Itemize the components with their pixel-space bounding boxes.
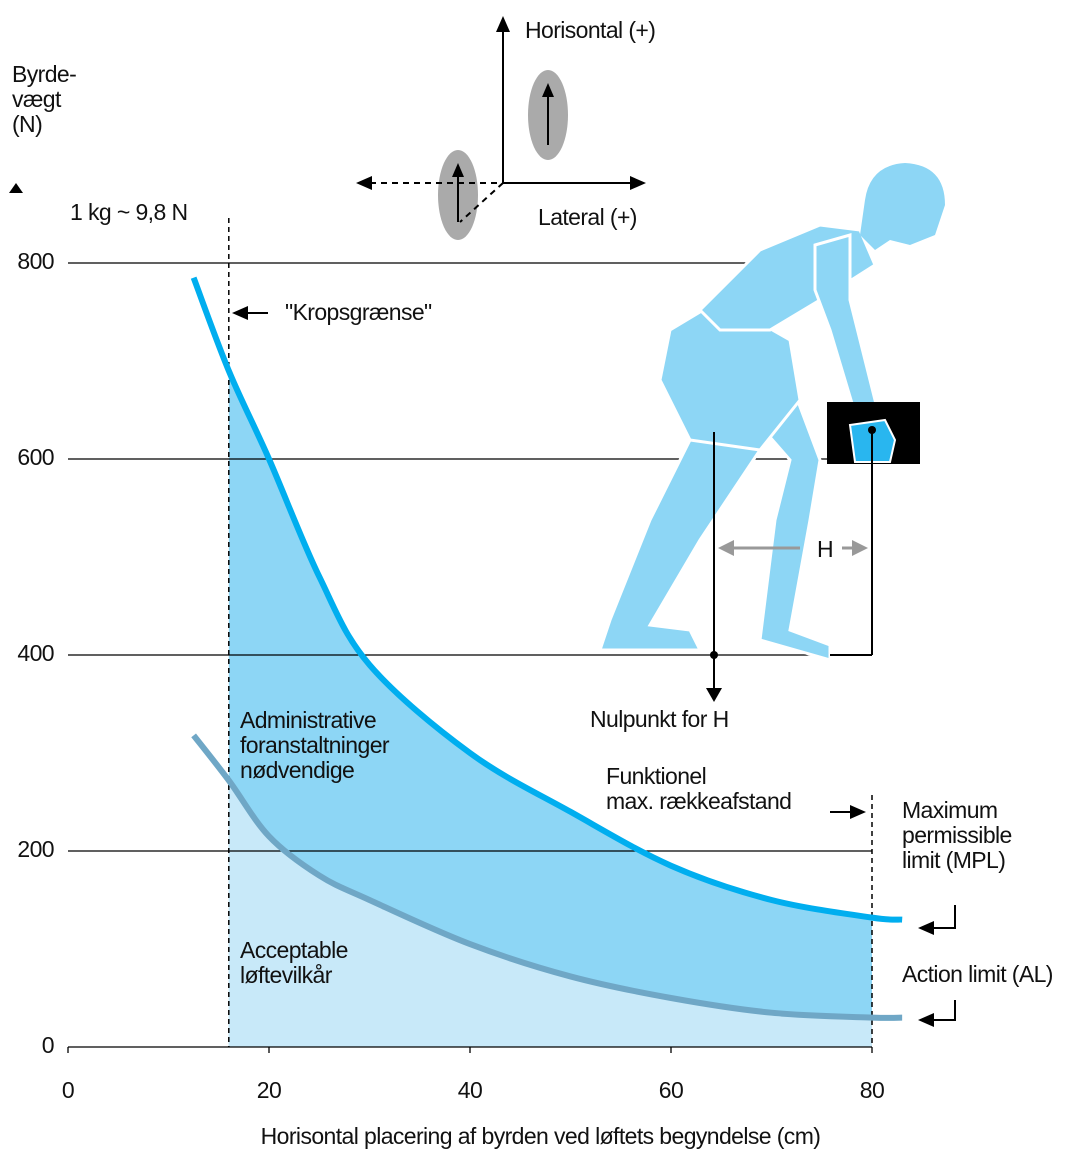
- distance-label: H: [817, 536, 834, 562]
- y-tick-label: 200: [17, 836, 54, 862]
- region-label: Acceptable løftevilkår: [240, 937, 348, 988]
- region-fill: [228, 780, 873, 1047]
- region-label: Administrative foranstaltninger nødvendi…: [240, 707, 390, 783]
- y-axis-label: Byrde- vægt (N): [12, 61, 77, 137]
- person-illustration: [597, 163, 945, 702]
- annotation-arrows: [9, 183, 956, 1027]
- x-tick-label: 0: [62, 1077, 74, 1103]
- origin-label: Nulpunkt for H: [590, 706, 729, 732]
- foot-diagram: [356, 16, 646, 240]
- marker-label: Funktionel max. rækkeafstand: [606, 763, 792, 814]
- y-tick-label: 800: [17, 248, 54, 274]
- y-tick-label: 0: [42, 1032, 54, 1058]
- series-line: [190, 276, 903, 923]
- y-tick-label: 400: [17, 640, 54, 666]
- series-label: Action limit (AL): [902, 961, 1053, 987]
- series-line: [191, 733, 903, 1021]
- series-label: Maximum permissible limit (MPL): [902, 797, 1012, 873]
- y-tick-label: 600: [17, 444, 54, 470]
- x-tick-label: 60: [659, 1077, 683, 1103]
- x-tick-label: 80: [860, 1077, 884, 1103]
- marker-label: "Kropsgrænse": [285, 299, 432, 325]
- x-axis-label: Horisontal placering af byrden ved løfte…: [260, 1123, 821, 1149]
- axis-direction-label: Lateral (+): [538, 204, 637, 230]
- conversion-note: 1 kg ~ 9,8 N: [70, 199, 188, 225]
- axis-direction-label: Horisontal (+): [525, 17, 656, 43]
- x-tick-label: 20: [257, 1077, 281, 1103]
- region-fill: [228, 370, 873, 1047]
- x-tick-label: 40: [458, 1077, 482, 1103]
